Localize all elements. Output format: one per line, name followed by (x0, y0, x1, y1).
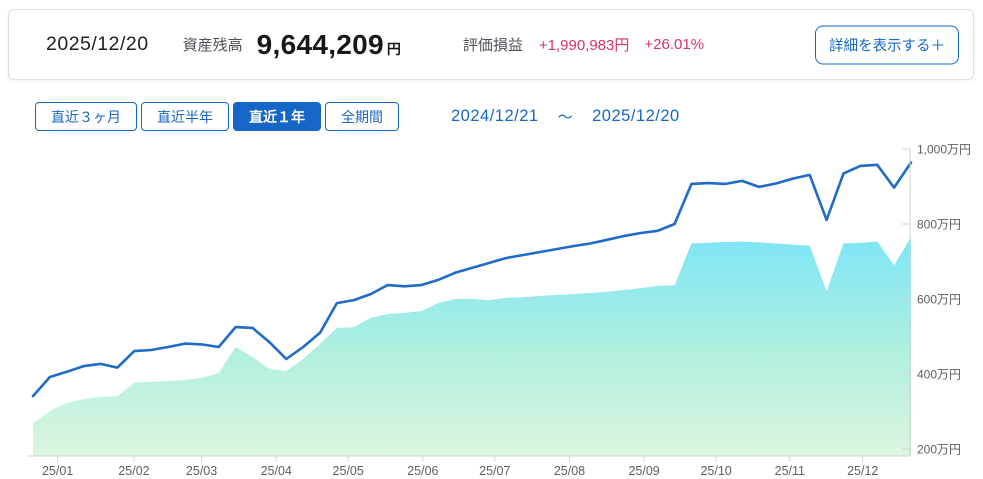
tab-last-6-months[interactable]: 直近半年 (141, 102, 229, 131)
asset-balance-unit: 円 (386, 41, 401, 57)
valuation-pl-amount: +1,990,983円 (538, 37, 630, 54)
asset-balance-chart: 1,000万円 800万円 600万円 400万円 200万円 25/01 25/02 25/… (0, 134, 983, 479)
y-axis-label: 600万円 (917, 293, 961, 307)
date-range: 2024/12/21 ～ 2025/12/20 (451, 106, 680, 127)
as-of-date: 2025/12/20 (46, 33, 149, 55)
tab-last-1-year[interactable]: 直近１年 (233, 102, 321, 131)
period-controls: 直近３ヶ月 直近半年 直近１年 全期間 2024/12/21 ～ 2025/12… (35, 102, 680, 131)
x-axis-label: 25/04 (261, 464, 292, 478)
x-axis-label: 25/06 (407, 464, 438, 478)
x-axis-label: 25/11 (775, 464, 805, 478)
valuation-pl-percent: +26.01% (644, 36, 705, 53)
y-axis-label: 1,000万円 (917, 143, 971, 157)
show-details-button[interactable]: 詳細を表示する＋ (815, 25, 959, 64)
x-axis-label: 25/01 (42, 464, 73, 478)
x-axis-label: 25/02 (118, 464, 149, 478)
summary-card: 2025/12/20 資産残高 9,644,209 円 評価損益 +1,990,… (8, 9, 974, 80)
valuation-pl-label: 評価損益 (462, 37, 523, 54)
y-axis-label: 800万円 (917, 218, 961, 232)
date-range-end: 2025/12/20 (592, 107, 680, 125)
tab-all-period[interactable]: 全期間 (325, 102, 399, 131)
date-range-separator: ～ (557, 109, 574, 126)
x-axis-label: 25/08 (554, 464, 585, 478)
asset-balance-label: 資産残高 (182, 37, 243, 54)
tab-last-3-months[interactable]: 直近３ヶ月 (35, 102, 137, 131)
x-axis-label: 25/07 (479, 464, 510, 478)
date-range-start: 2024/12/21 (451, 107, 539, 125)
x-axis-label: 25/10 (700, 464, 731, 478)
x-axis-label: 25/12 (847, 464, 878, 478)
y-axis-label: 400万円 (917, 368, 961, 382)
asset-balance-value: 9,644,209 (256, 28, 384, 60)
chart-svg: 1,000万円 800万円 600万円 400万円 200万円 25/01 25/02 25/… (28, 143, 971, 478)
y-axis-label: 200万円 (917, 443, 961, 457)
x-axis-label: 25/03 (186, 464, 217, 478)
x-axis-label: 25/09 (628, 464, 659, 478)
x-axis-label: 25/05 (333, 464, 364, 478)
